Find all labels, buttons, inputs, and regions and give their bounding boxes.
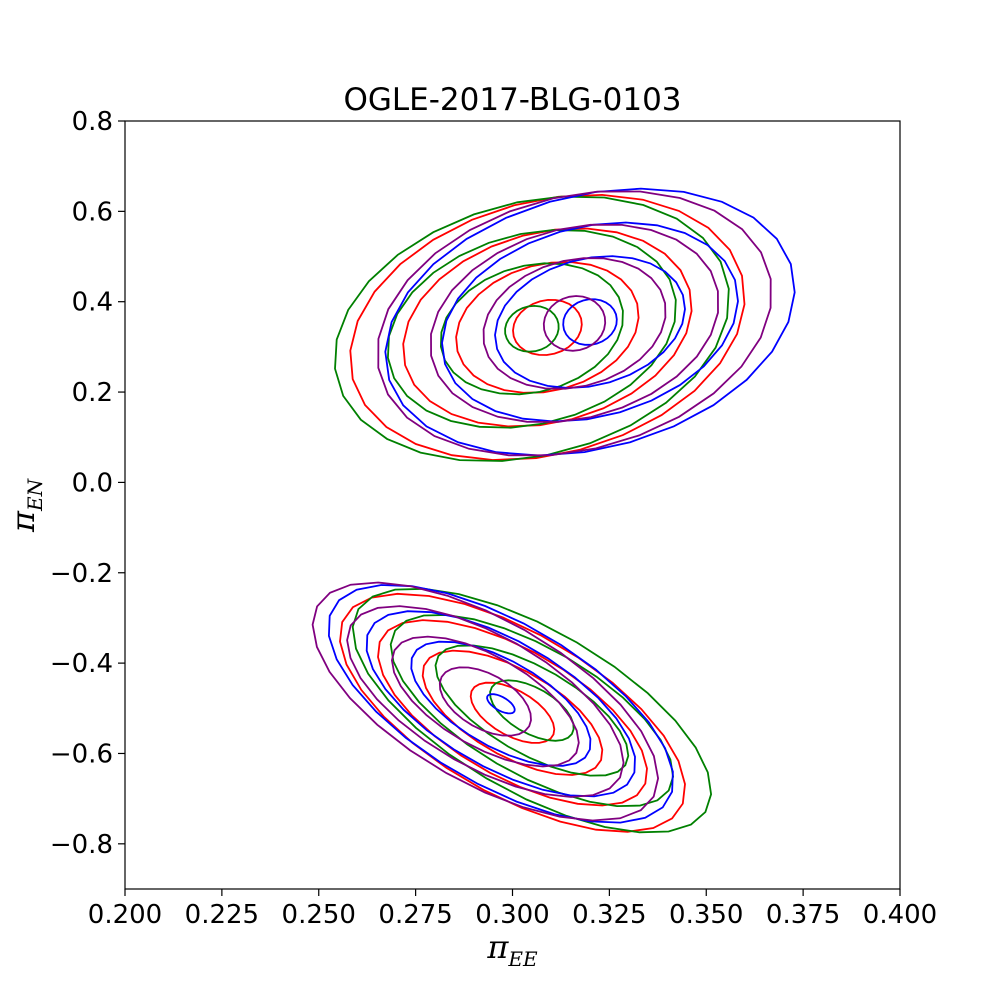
contour-green-level-4 xyxy=(351,587,713,834)
y-axis-label-main: π xyxy=(4,510,42,532)
contour-blue-level-1 xyxy=(562,298,618,346)
x-tick-label: 0.275 xyxy=(378,900,452,930)
contour-green-level-1 xyxy=(504,304,560,353)
x-tick-label: 0.200 xyxy=(88,900,162,930)
contour-red-level-4 xyxy=(349,193,746,461)
y-tick-label: −0.8 xyxy=(50,830,113,860)
y-tick-label: 0.6 xyxy=(72,197,113,227)
x-tick-label: 0.250 xyxy=(282,900,356,930)
y-tick-label: 0.0 xyxy=(72,468,113,498)
contour-red-level-2 xyxy=(455,261,640,394)
x-axis-label-main: π xyxy=(487,928,509,966)
x-tick-label: 0.350 xyxy=(669,900,743,930)
contour-red-level-3 xyxy=(402,227,693,428)
y-tick-label: −0.4 xyxy=(50,649,113,679)
x-axis-label-sub: EE xyxy=(508,947,538,971)
x-axis-label: πEE xyxy=(125,928,900,971)
contour-purple-level-1 xyxy=(542,295,607,352)
contour-green-level-2 xyxy=(434,644,630,777)
x-tick-label: 0.300 xyxy=(475,900,549,930)
contour-blue-level-2 xyxy=(494,255,686,389)
contour-green-level-3 xyxy=(386,229,677,429)
chart-title: OGLE-2017-BLG-0103 xyxy=(343,82,682,118)
x-tick-label: 0.225 xyxy=(185,900,259,930)
x-tick-label: 0.400 xyxy=(863,900,937,930)
contour-purple-level-2 xyxy=(390,635,580,768)
contour-purple-level-2 xyxy=(482,257,667,390)
contour-purple-level-4 xyxy=(377,190,772,457)
contour-blue-level-4 xyxy=(327,584,674,824)
x-axis: 0.200 0.225 0.250 0.275 0.300 0.325 0.350 0.375… xyxy=(88,889,937,930)
contours-layer xyxy=(311,187,796,834)
y-axis-label-sub: EN xyxy=(23,478,47,511)
y-tick-label: −0.2 xyxy=(50,559,113,589)
y-tick-label: 0.8 xyxy=(72,107,113,137)
contour-blue-level-1 xyxy=(486,693,516,715)
contour-red-level-1 xyxy=(469,681,556,744)
contour-red-level-4 xyxy=(339,592,686,833)
y-tick-label: 0.4 xyxy=(72,288,113,318)
y-tick-label: −0.6 xyxy=(50,739,113,769)
x-tick-label: 0.375 xyxy=(766,900,840,930)
y-axis-label: πEN xyxy=(4,479,47,532)
y-tick-label: 0.2 xyxy=(72,378,113,408)
contour-green-level-1 xyxy=(489,679,575,742)
contour-purple-level-4 xyxy=(311,581,660,822)
y-axis: 0.8 0.6 0.4 0.2 0.0 −0.2 −0.4 −0.6 −0.8 xyxy=(50,107,125,860)
contour-purple-level-3 xyxy=(430,223,719,423)
contour-purple-level-3 xyxy=(346,605,625,798)
x-tick-label: 0.325 xyxy=(572,900,646,930)
contour-blue-level-3 xyxy=(365,610,636,798)
contour-purple-level-1 xyxy=(438,666,532,737)
contour-blue-level-2 xyxy=(410,640,592,767)
